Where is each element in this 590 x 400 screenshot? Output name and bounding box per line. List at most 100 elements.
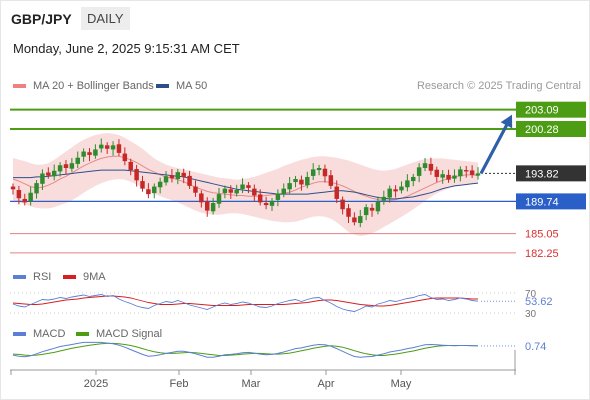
- legend-label-ma50: MA 50: [176, 80, 208, 92]
- candle-body: [387, 188, 392, 198]
- candle-body: [399, 186, 404, 191]
- candle-body: [281, 188, 286, 195]
- research-credit: Research © 2025 Trading Central: [416, 80, 581, 92]
- candle-body: [22, 198, 28, 203]
- candle-body: [140, 181, 145, 189]
- candle-body: [28, 192, 33, 202]
- candle-body: [352, 217, 357, 223]
- legend-macd: MACD: [13, 328, 65, 340]
- level-label-4: 182.25: [525, 248, 559, 260]
- candle-body: [346, 208, 351, 217]
- candle-body: [63, 164, 69, 169]
- candle-body: [122, 153, 128, 162]
- legend-label-ma20: MA 20 + Bollinger Bands: [33, 80, 154, 92]
- symbol-title: GBP/JPY: [11, 11, 72, 27]
- rsi-level-label-0: 70: [525, 289, 537, 300]
- forecast-arrow-shaft: [479, 119, 511, 175]
- current-price-label: 193.82: [525, 168, 559, 180]
- legend-ma50: MA 50: [156, 80, 207, 92]
- candle-body: [428, 163, 434, 171]
- candle-body: [222, 188, 228, 194]
- candle-body: [246, 185, 251, 188]
- macd-last-label: 0.74: [525, 341, 546, 353]
- candle-body: [446, 174, 451, 180]
- candle-body: [369, 207, 375, 211]
- legend-macd-signal: MACD Signal: [76, 328, 162, 340]
- candle-body: [81, 151, 86, 157]
- rsi-ma9-line: [12, 295, 478, 307]
- candle-body: [87, 152, 92, 155]
- candle-body: [299, 179, 304, 185]
- candle-body: [422, 163, 428, 169]
- candle-body: [205, 201, 210, 211]
- candle-body: [34, 183, 39, 194]
- x-tick-label-3: Apr: [317, 378, 334, 390]
- x-tick-label-4: May: [391, 378, 412, 390]
- legend-swatch-ma50: [156, 84, 169, 88]
- candle-body: [381, 196, 387, 201]
- candle-body: [257, 194, 263, 203]
- candle-body: [287, 183, 292, 190]
- candle-body: [340, 199, 345, 210]
- legend-label-macd-signal: MACD Signal: [96, 328, 163, 340]
- candle-body: [322, 168, 328, 177]
- candle-body: [269, 200, 275, 206]
- candle-body: [152, 186, 157, 194]
- candle-body: [310, 169, 316, 176]
- candle-body: [475, 173, 481, 176]
- legend-swatch-rsi: [13, 275, 26, 279]
- candle-body: [452, 175, 457, 179]
- forecast-arrow-head: [500, 114, 513, 129]
- timeframe-badge[interactable]: DAILY: [81, 7, 130, 30]
- candle-body: [316, 168, 322, 171]
- candle-body: [411, 176, 416, 182]
- candle-body: [263, 203, 269, 206]
- candle-body: [181, 172, 186, 177]
- candle-body: [157, 181, 163, 188]
- candle-body: [51, 170, 57, 177]
- candle-body: [434, 169, 440, 177]
- candle-body: [405, 180, 410, 188]
- level-label-1: 200.28: [525, 124, 559, 136]
- candles-group: [10, 138, 481, 228]
- legend-swatch-ma20: [13, 84, 26, 88]
- candle-body: [199, 193, 204, 203]
- candle-body: [469, 170, 475, 175]
- legend-label-rsi: RSI: [33, 271, 52, 283]
- candle-body: [69, 163, 75, 169]
- candle-body: [275, 193, 281, 200]
- candle-body: [99, 144, 104, 149]
- x-tick-label-0: 2025: [84, 378, 108, 390]
- level-label-2: 189.74: [525, 196, 559, 208]
- candle-body: [16, 189, 22, 199]
- candle-body: [93, 149, 98, 156]
- macd-line: [12, 341, 479, 358]
- x-tick-label-2: Mar: [242, 378, 261, 390]
- candle-body: [163, 176, 169, 183]
- current-price-bg: [516, 165, 586, 182]
- candle-body: [334, 186, 339, 199]
- level-label-bg-1: [516, 120, 586, 137]
- candle-body: [116, 144, 122, 153]
- level-label-3: 185.05: [525, 229, 559, 241]
- candle-body: [75, 157, 80, 164]
- legend-ma20-bollinger: MA 20 + Bollinger Bands: [13, 80, 154, 92]
- candle-body: [358, 216, 363, 223]
- rsi-line: [12, 294, 479, 312]
- candle-body: [363, 207, 369, 216]
- candle-body: [240, 184, 245, 189]
- x-tick-label-1: Feb: [170, 378, 189, 390]
- ma50-line: [13, 169, 479, 200]
- candle-body: [458, 169, 463, 177]
- legend-swatch-ma9: [63, 275, 76, 279]
- candle-body: [187, 175, 192, 186]
- candle-body: [40, 173, 45, 184]
- candle-body: [228, 189, 234, 193]
- candle-body: [146, 189, 151, 195]
- candle-body: [10, 186, 16, 190]
- candle-body: [463, 170, 469, 172]
- candle-body: [252, 188, 257, 196]
- candle-body: [169, 175, 175, 179]
- timestamp: Monday, June 2, 2025 9:15:31 AM CET: [13, 41, 240, 56]
- legend-rsi-ma9: 9MA: [63, 271, 106, 283]
